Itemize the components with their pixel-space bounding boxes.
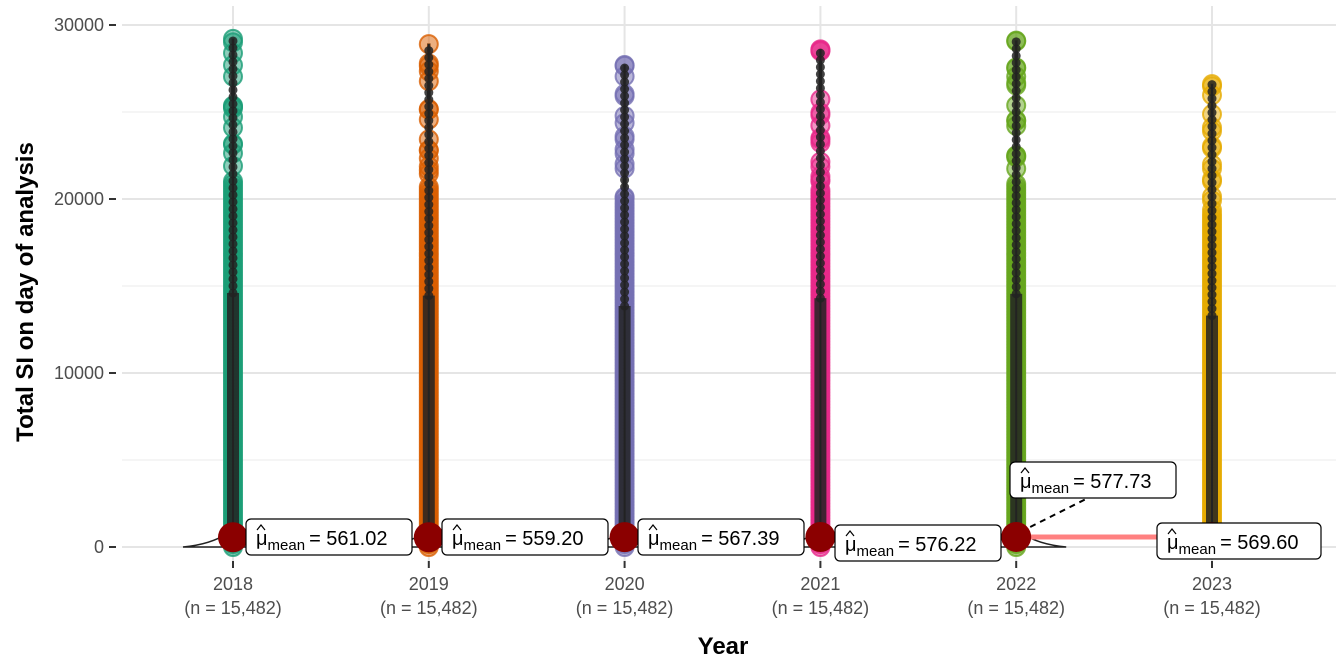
mean-label-box: [637, 518, 805, 556]
mean-label-text: μmean = 567.39: [648, 528, 779, 554]
category-group-2019: [418, 34, 439, 557]
mean-label-box: [441, 518, 609, 556]
mean-value: = 559.20: [505, 528, 583, 550]
hat-icon: [845, 530, 855, 537]
mean-value: = 577.73: [1073, 471, 1151, 493]
mean-annotations: μmean = 561.02 μmean = 559.20 μmean = 567.39 μ…: [218, 461, 1322, 562]
y-tick-label: 0: [94, 537, 104, 557]
mean-label-text: μmean = 576.22: [845, 534, 976, 560]
mean-symbol: μ: [256, 528, 268, 550]
y-axis-title: Total SI on day of analysis: [12, 142, 39, 442]
x-tick-n-label: (n = 15,482): [576, 598, 674, 618]
mean-subscript: mean: [268, 537, 306, 554]
y-tick-label: 10000: [54, 363, 104, 383]
hat-icon: [452, 524, 462, 531]
mean-label-2020: μmean = 567.39: [637, 518, 805, 556]
mean-value: = 567.39: [701, 528, 779, 550]
mean-symbol: μ: [845, 534, 857, 556]
hat-icon: [1020, 467, 1030, 474]
x-axis-title: Year: [698, 633, 749, 660]
mean-label-2019: μmean = 559.20: [441, 518, 609, 556]
x-tick-label: 2021: [800, 574, 840, 594]
mean-label-box: [834, 524, 1002, 562]
mean-subscript: mean: [660, 537, 698, 554]
mean-symbol: μ: [452, 528, 464, 550]
x-tick-label: 2018: [213, 574, 253, 594]
x-tick-n-label: (n = 15,482): [184, 598, 282, 618]
category-group-2023: [1202, 74, 1222, 557]
mean-label-2018: μmean = 561.02: [245, 518, 413, 556]
hat-icon: [256, 524, 266, 531]
mean-label-2023: μmean = 569.60: [1156, 522, 1322, 560]
category-group-2022: [1006, 30, 1027, 557]
x-tick-n-label: (n = 15,482): [772, 598, 870, 618]
x-tick-label: 2019: [409, 574, 449, 594]
mean-value: = 576.22: [898, 534, 976, 556]
mean-symbol: μ: [648, 528, 660, 550]
mean-value: = 561.02: [309, 528, 387, 550]
x-tick-label: 2020: [605, 574, 645, 594]
category-group-2021: [810, 39, 831, 557]
mean-label-text: μmean = 577.73: [1020, 471, 1151, 497]
y-tick-label: 20000: [54, 189, 104, 209]
mean-subscript: mean: [464, 537, 502, 554]
category-group-2020: [614, 55, 635, 557]
mean-value: = 569.60: [1220, 532, 1298, 554]
mean-label-box: [245, 518, 413, 556]
mean-label-text: μmean = 569.60: [1167, 532, 1298, 558]
mean-symbol: μ: [1020, 471, 1032, 493]
hat-icon: [1167, 528, 1177, 535]
mean-label-box: [1009, 461, 1177, 499]
x-tick-n-label: (n = 15,482): [380, 598, 478, 618]
hat-icon: [648, 524, 658, 531]
mean-subscript: mean: [1032, 480, 1070, 497]
mean-label-text: μmean = 561.02: [256, 528, 387, 554]
category-group-2018: [223, 28, 243, 557]
mean-subscript: mean: [1179, 541, 1217, 558]
x-tick-label: 2023: [1192, 574, 1232, 594]
mean-label-2021: μmean = 576.22: [834, 524, 1002, 562]
x-tick-n-label: (n = 15,482): [967, 598, 1065, 618]
mean-subscript: mean: [857, 543, 895, 560]
mean-point: [609, 522, 640, 553]
axes: 0 10000 20000 30000 2018 (n = 15,482) 2019 (n =…: [54, 15, 1261, 618]
mean-leader-line: [1029, 497, 1089, 528]
x-tick-label: 2022: [996, 574, 1036, 594]
mean-point: [218, 522, 248, 553]
mean-point: [1001, 521, 1032, 552]
y-tick-label: 30000: [54, 15, 104, 35]
data-points: [223, 28, 1222, 557]
mean-point: [413, 522, 444, 553]
mean-symbol: μ: [1167, 532, 1179, 554]
x-tick-n-label: (n = 15,482): [1163, 598, 1261, 618]
mean-label-box: [1156, 522, 1322, 560]
mean-label-text: μmean = 559.20: [452, 528, 583, 554]
mean-point: [805, 521, 836, 552]
mean-label-2022: μmean = 577.73: [1009, 461, 1177, 499]
